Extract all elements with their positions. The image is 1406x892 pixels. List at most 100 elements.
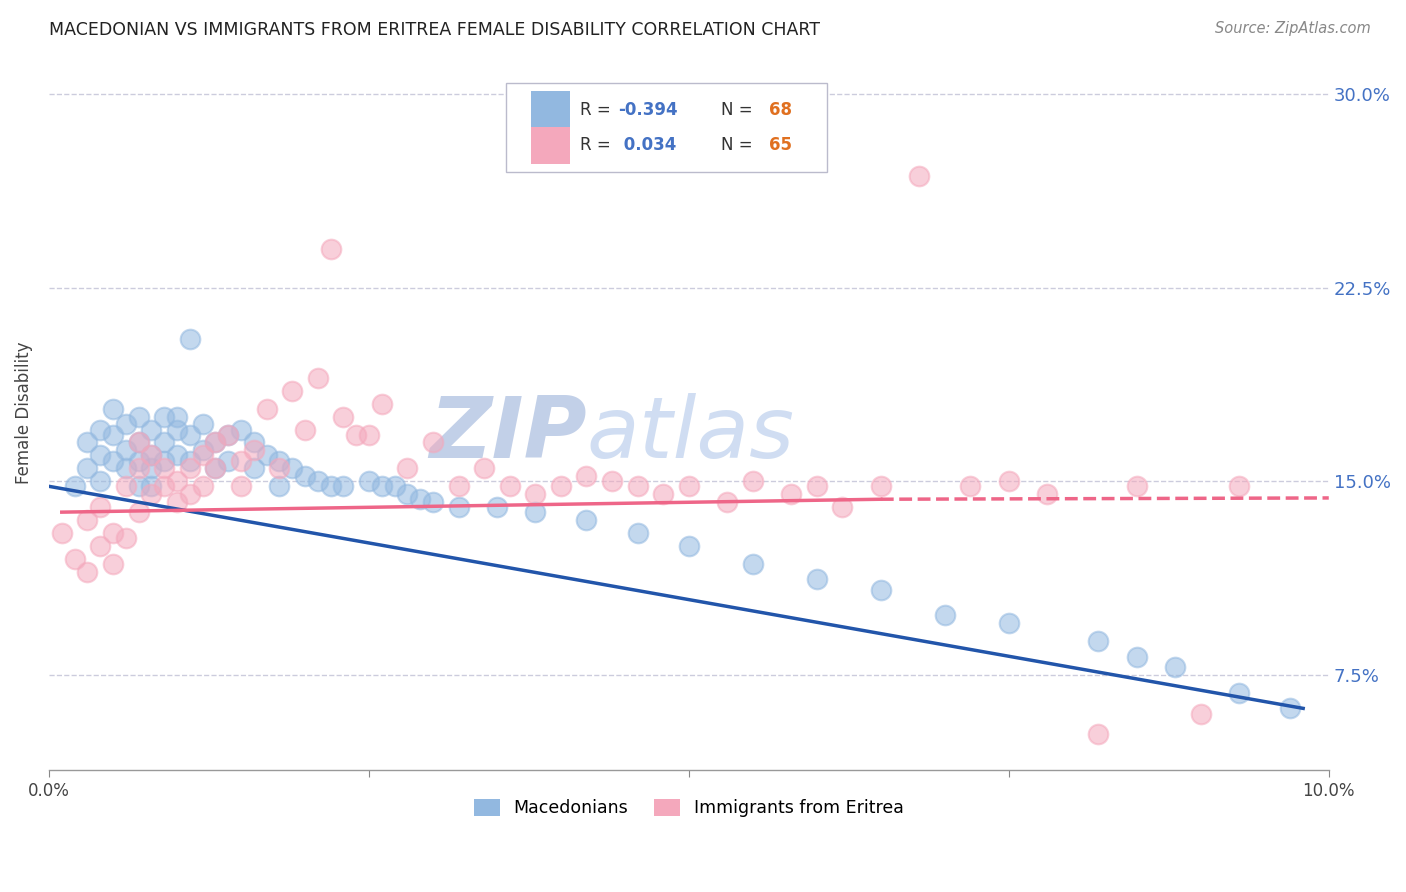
Point bbox=[307, 371, 329, 385]
Point bbox=[89, 539, 111, 553]
Point bbox=[281, 461, 304, 475]
Point bbox=[1036, 487, 1059, 501]
FancyBboxPatch shape bbox=[506, 83, 827, 172]
Point bbox=[1189, 706, 1212, 721]
Point bbox=[166, 495, 188, 509]
Point bbox=[269, 453, 291, 467]
Point bbox=[319, 242, 342, 256]
Point bbox=[114, 461, 136, 475]
Point bbox=[191, 443, 214, 458]
Point bbox=[89, 423, 111, 437]
Point bbox=[384, 479, 406, 493]
Point bbox=[229, 453, 252, 467]
Point bbox=[166, 423, 188, 437]
Point bbox=[319, 479, 342, 493]
Point bbox=[153, 461, 176, 475]
Point bbox=[627, 479, 650, 493]
Point bbox=[499, 479, 522, 493]
Point bbox=[600, 474, 623, 488]
Point bbox=[229, 479, 252, 493]
Point bbox=[741, 474, 763, 488]
Point bbox=[191, 448, 214, 462]
Point bbox=[869, 479, 891, 493]
Point bbox=[806, 479, 828, 493]
Point bbox=[332, 479, 354, 493]
Point bbox=[447, 500, 470, 514]
Point bbox=[76, 513, 98, 527]
Point bbox=[128, 461, 150, 475]
Point bbox=[1087, 634, 1109, 648]
Point bbox=[472, 461, 495, 475]
Point bbox=[166, 448, 188, 462]
Point bbox=[652, 487, 675, 501]
Point bbox=[153, 409, 176, 424]
Point bbox=[269, 461, 291, 475]
Point bbox=[141, 479, 163, 493]
Point bbox=[101, 427, 124, 442]
Point bbox=[524, 505, 547, 519]
Point bbox=[153, 453, 176, 467]
Point bbox=[1227, 686, 1250, 700]
Point bbox=[153, 435, 176, 450]
Point bbox=[179, 461, 201, 475]
Bar bbox=[531, 127, 569, 164]
Point bbox=[166, 474, 188, 488]
Point bbox=[204, 435, 226, 450]
Point bbox=[370, 479, 392, 493]
Point bbox=[191, 479, 214, 493]
Point bbox=[128, 479, 150, 493]
Point bbox=[89, 448, 111, 462]
Point bbox=[204, 461, 226, 475]
Text: atlas: atlas bbox=[586, 392, 794, 475]
Point bbox=[831, 500, 853, 514]
Point bbox=[114, 479, 136, 493]
Point bbox=[141, 423, 163, 437]
Point bbox=[153, 479, 176, 493]
Text: N =: N = bbox=[721, 101, 752, 119]
Point bbox=[357, 427, 380, 442]
Point bbox=[179, 487, 201, 501]
Point bbox=[76, 461, 98, 475]
Point bbox=[1279, 701, 1302, 715]
Point bbox=[357, 474, 380, 488]
Text: N =: N = bbox=[721, 136, 752, 154]
Text: MACEDONIAN VS IMMIGRANTS FROM ERITREA FEMALE DISABILITY CORRELATION CHART: MACEDONIAN VS IMMIGRANTS FROM ERITREA FE… bbox=[49, 21, 820, 39]
Point bbox=[959, 479, 981, 493]
Point bbox=[114, 417, 136, 432]
Point bbox=[1227, 479, 1250, 493]
Point bbox=[89, 500, 111, 514]
Text: Source: ZipAtlas.com: Source: ZipAtlas.com bbox=[1215, 21, 1371, 37]
Point bbox=[114, 531, 136, 545]
Point bbox=[524, 487, 547, 501]
Point bbox=[678, 479, 700, 493]
Point bbox=[396, 487, 419, 501]
Point bbox=[1126, 479, 1149, 493]
Point bbox=[229, 423, 252, 437]
Point bbox=[575, 513, 598, 527]
Point bbox=[141, 448, 163, 462]
Y-axis label: Female Disability: Female Disability bbox=[15, 342, 32, 484]
Point bbox=[1126, 649, 1149, 664]
Point bbox=[179, 427, 201, 442]
Text: R =: R = bbox=[581, 136, 610, 154]
Point bbox=[141, 487, 163, 501]
Point bbox=[179, 453, 201, 467]
Point bbox=[101, 401, 124, 416]
Point bbox=[447, 479, 470, 493]
Point bbox=[678, 539, 700, 553]
Text: 0.034: 0.034 bbox=[619, 136, 676, 154]
Point bbox=[101, 453, 124, 467]
Point bbox=[191, 417, 214, 432]
Point bbox=[575, 469, 598, 483]
Point bbox=[1087, 727, 1109, 741]
Point bbox=[409, 492, 432, 507]
Point bbox=[294, 469, 316, 483]
Point bbox=[741, 557, 763, 571]
Point bbox=[869, 582, 891, 597]
Text: ZIP: ZIP bbox=[429, 392, 586, 475]
Point bbox=[63, 551, 86, 566]
Point bbox=[242, 461, 264, 475]
Point bbox=[485, 500, 508, 514]
Point bbox=[396, 461, 419, 475]
Point bbox=[422, 495, 444, 509]
